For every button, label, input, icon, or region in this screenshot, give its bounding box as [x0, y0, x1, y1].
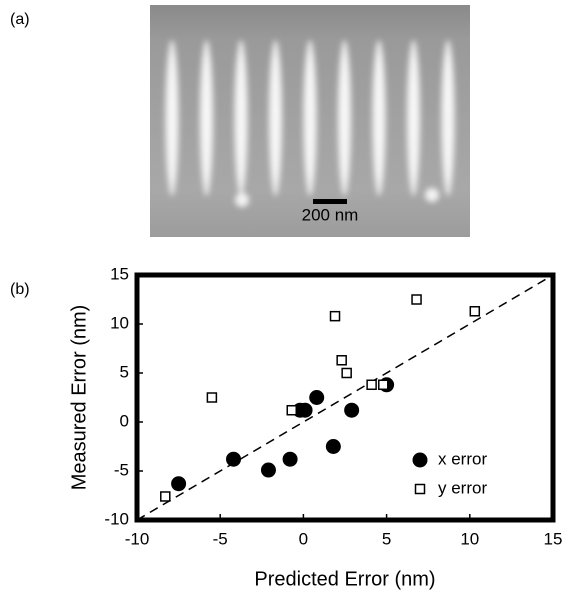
panel-label: (a) — [10, 11, 30, 28]
y-tick-label: 5 — [120, 362, 129, 381]
square-point — [329, 310, 341, 322]
x-tick-label: 0 — [299, 529, 308, 548]
y-tick-label: -10 — [104, 509, 129, 528]
y-tick-label: 0 — [120, 411, 129, 430]
circle-point — [309, 390, 325, 405]
panel-label: (b) — [10, 281, 30, 298]
legend-label: x error — [438, 449, 487, 468]
circle-point — [297, 402, 313, 418]
y-tick-label: 15 — [110, 264, 129, 283]
circle-point — [171, 476, 187, 492]
y-tick-label: 10 — [110, 313, 129, 332]
circle-point — [282, 451, 298, 467]
legend-label: y error — [438, 478, 487, 497]
plot: -10 -5 0 5 10 15 -10 -5 0 5 10 15 Predicted Error (n… — [68, 264, 562, 590]
y-tick-label: -5 — [114, 460, 129, 479]
reference-line — [136, 274, 554, 521]
y-axis-label: Measured Error (nm) — [68, 305, 90, 491]
square-point — [411, 294, 422, 305]
nanowire-core — [341, 53, 348, 183]
x-tick-label: 15 — [544, 529, 563, 548]
legend-marker — [414, 483, 426, 495]
square-point — [160, 491, 171, 502]
nanowire-core — [410, 53, 417, 183]
legend-marker — [412, 452, 428, 468]
plot-frame — [134, 272, 556, 523]
square-point — [206, 392, 218, 403]
square-point — [366, 379, 377, 391]
sem-image — [150, 5, 470, 237]
square-point — [378, 379, 389, 391]
square-point — [469, 306, 481, 317]
circle-point — [260, 462, 276, 478]
nanowire-core — [169, 53, 175, 183]
nanowire-core — [376, 53, 382, 183]
x-tick-label: 10 — [460, 529, 479, 548]
x-tick-label: -5 — [213, 529, 228, 548]
circle-point — [344, 402, 360, 418]
square-point — [286, 404, 298, 416]
x-axis-label: Predicted Error (nm) — [254, 568, 435, 590]
blob — [425, 188, 439, 202]
x-tick-label: -10 — [125, 529, 150, 548]
x-tick-label: 5 — [382, 529, 391, 548]
circle-point — [226, 451, 242, 467]
square-point — [336, 355, 347, 366]
nanowire-core — [203, 53, 210, 183]
nanowire-core — [445, 53, 451, 183]
scale-bar-label: 200 nm — [302, 205, 359, 224]
nanowire-core — [238, 53, 244, 183]
square-point — [341, 367, 352, 379]
nanowire-core — [272, 53, 279, 183]
blob — [235, 193, 249, 207]
nanowire-core — [307, 53, 313, 183]
circle-point — [325, 439, 341, 454]
